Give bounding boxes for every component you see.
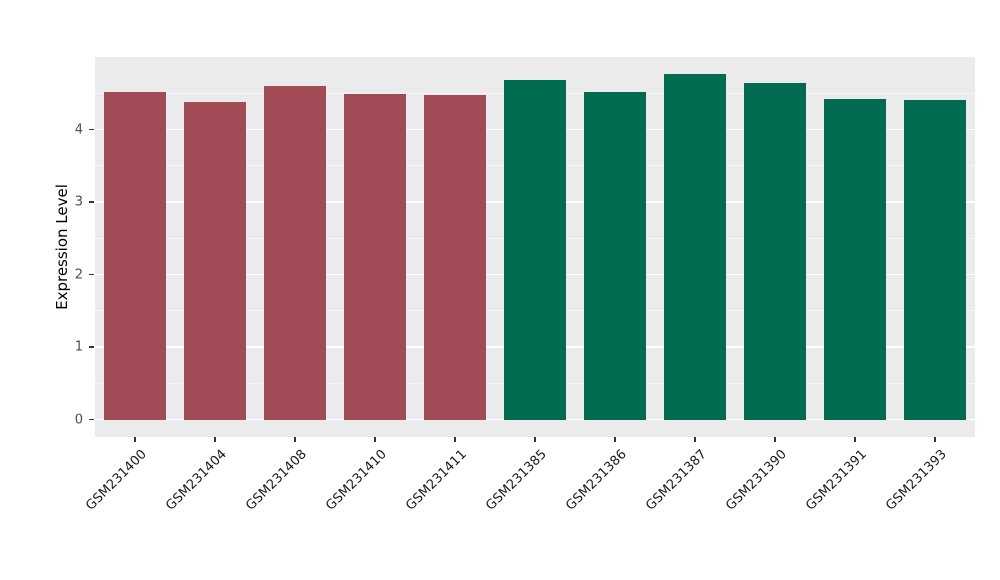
bar	[424, 94, 486, 420]
bar	[184, 101, 246, 420]
y-tick-label: 0	[74, 412, 83, 428]
x-tick-label: GSM231385	[483, 447, 550, 514]
x-tick-mark	[134, 437, 136, 442]
y-tick-mark	[89, 273, 94, 276]
y-tick-label: 4	[74, 122, 83, 138]
y-tick-label: 2	[74, 267, 83, 283]
bar	[264, 86, 326, 420]
y-tick-label: 3	[74, 194, 83, 210]
x-tick-mark	[694, 437, 696, 442]
x-tick-mark	[614, 437, 616, 442]
x-tick-mark	[374, 437, 376, 442]
bar	[584, 91, 646, 420]
y-tick-mark	[89, 346, 94, 348]
y-tick-label: 1	[74, 339, 83, 355]
x-tick-label: GSM231400	[83, 447, 150, 514]
bar	[744, 83, 806, 420]
x-tick-mark	[214, 437, 216, 442]
y-tick-mark	[89, 128, 94, 131]
x-tick-mark	[854, 437, 856, 442]
x-tick-label: GSM231387	[643, 447, 710, 514]
x-tick-mark	[294, 437, 296, 442]
bar	[824, 99, 886, 420]
x-tick-label: GSM231408	[243, 447, 310, 514]
x-tick-label: GSM231410	[323, 447, 390, 514]
x-tick-mark	[454, 437, 456, 442]
x-tick-mark	[934, 437, 936, 442]
bar	[104, 91, 166, 420]
bar	[344, 93, 406, 420]
x-tick-label: GSM231393	[883, 447, 950, 514]
x-tick-label: GSM231390	[723, 447, 790, 514]
y-tick-mark	[89, 418, 94, 421]
x-tick-label: GSM231391	[803, 447, 870, 514]
x-tick-label: GSM231386	[563, 447, 630, 514]
bar	[664, 74, 726, 420]
x-tick-mark	[774, 437, 776, 442]
x-tick-label: GSM231404	[163, 447, 230, 514]
x-tick-mark	[534, 437, 536, 442]
bar	[904, 99, 966, 420]
y-tick-mark	[89, 201, 94, 203]
x-tick-label: GSM231411	[403, 447, 470, 514]
bar	[504, 80, 566, 420]
major-gridline	[95, 418, 975, 421]
